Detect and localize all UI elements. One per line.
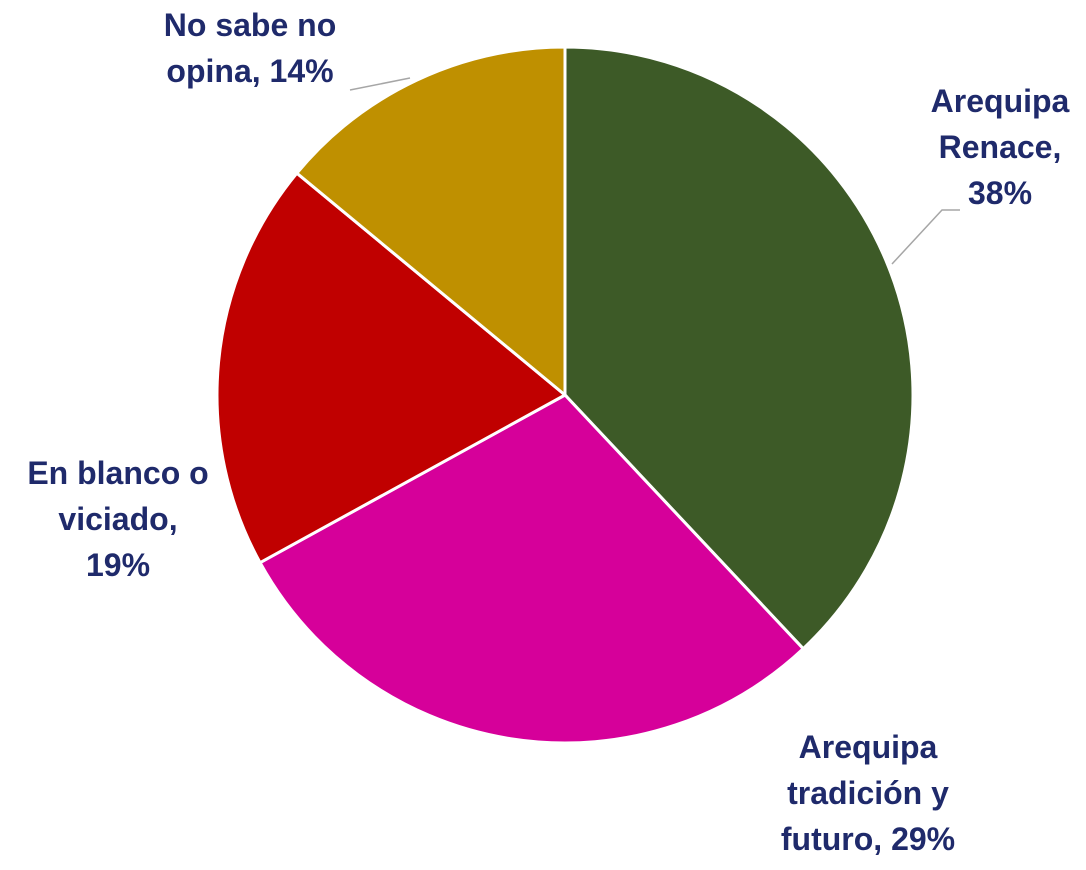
slice-label-2: Arequipa tradición y futuro, 29%	[781, 729, 955, 857]
slice-label-line: Arequipa	[799, 729, 938, 765]
slice-label-line: Arequipa	[931, 83, 1070, 119]
slice-label-3: En blanco o viciado, 19%	[27, 455, 208, 583]
leader-lines	[349, 77, 960, 265]
slice-label-line: futuro, 29%	[781, 821, 955, 857]
slice-label-line: Renace,	[939, 129, 1062, 165]
pie-slice-4	[294, 45, 567, 399]
slice-label-4: No sabe no opina, 14%	[164, 7, 336, 89]
slice-label-line: tradición y	[787, 775, 949, 811]
slice-label-1: Arequipa Renace, 38%	[931, 83, 1070, 211]
slice-label-line: 19%	[86, 547, 150, 583]
slice-label-line: viciado,	[58, 501, 177, 537]
slice-label-line: No sabe no	[164, 7, 336, 43]
pie-slices	[215, 45, 915, 745]
leader-line-4	[349, 77, 411, 91]
slice-label-line: En blanco o	[27, 455, 208, 491]
pie-slice-3	[215, 171, 568, 565]
pie-slice-1	[563, 45, 915, 651]
slice-labels: Arequipa Renace, 38% Arequipa tradición y fut…	[27, 7, 1069, 857]
pie-slice-2	[258, 393, 806, 745]
slice-label-line: 38%	[968, 175, 1032, 211]
leader-line-1	[891, 209, 960, 265]
slice-label-line: opina, 14%	[166, 53, 333, 89]
